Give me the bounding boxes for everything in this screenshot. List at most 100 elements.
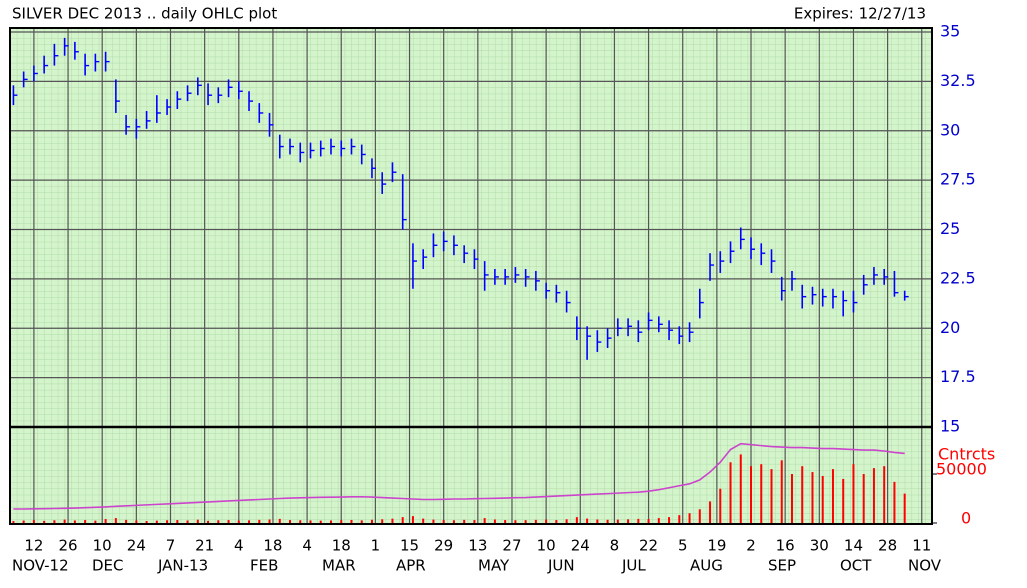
x-tick-label: 27 [502,537,521,555]
x-tick-label: 12 [24,537,43,555]
x-month-label: NOV [908,557,942,575]
volume-bar [627,519,630,523]
volume-bar [770,469,773,523]
open-interest-line [13,442,905,510]
plot-frame [9,27,933,525]
volume-bar [125,519,128,523]
x-month-label: AUG [690,557,723,575]
volume-bar [637,518,640,523]
x-month-label: JUL [621,557,646,575]
volume-bar [248,520,251,523]
chart-subtitle: Expires: 12/27/13 [794,5,926,23]
volume-bar [53,520,56,523]
x-tick-label: 26 [59,537,78,555]
volume-bar [842,478,845,523]
x-tick-label: 29 [434,537,453,555]
volume-bar [104,519,107,523]
volume-bar [135,520,138,523]
volume-bar [411,516,414,523]
x-tick-label: 1 [371,537,381,555]
volume-bar [463,519,466,523]
y-tick-label: 32.5 [940,71,976,90]
x-tick-label: 7 [166,537,176,555]
y-tick-label: 25 [940,219,960,238]
volume-bar [545,519,548,523]
volume-bar [401,517,404,523]
volume-bar [176,520,179,523]
x-tick-label: 2 [746,537,756,555]
x-tick-label: 24 [127,537,146,555]
volume-bar [893,481,896,523]
volume-bar [237,520,240,523]
volume-bar [606,519,609,523]
x-tick-label: 24 [571,537,590,555]
y-tick-label: 50000 [936,460,987,479]
volume-bar [442,520,445,523]
volume-bar [309,520,312,523]
volume-bar [514,520,517,523]
volume-bar [524,520,527,523]
volume-bar [166,520,169,523]
volume-bar [422,518,425,523]
volume-bar [340,520,343,523]
volume-bar [555,520,558,523]
volume-bar [534,519,537,523]
volume-bar [678,515,681,523]
volume-bar [63,519,66,523]
volume-bar [22,520,25,523]
volume-bar [114,518,117,523]
x-tick-label: 10 [93,537,112,555]
volume-bar [483,518,486,523]
x-tick-label: 21 [195,537,214,555]
volume-bar [657,518,660,523]
x-tick-label: 18 [263,537,282,555]
volume-bar [852,464,855,523]
volume-bar [801,466,804,523]
x-month-label: JAN-13 [157,557,208,575]
x-tick-label: 5 [678,537,688,555]
volume-bar [821,475,824,523]
x-tick-label: 22 [639,537,658,555]
volume-bar [432,519,435,523]
volume-bar [750,466,753,523]
y-tick-label: 30 [940,120,960,139]
volume-bar [227,520,230,523]
x-tick-label: 4 [234,537,244,555]
volume-bar [73,520,76,523]
volume-bar [698,509,701,523]
x-tick-label: 28 [878,537,897,555]
volume-bar [155,520,158,523]
x-month-label: DEC [92,557,124,575]
volume-bar [719,488,722,523]
x-tick-label: 19 [707,537,726,555]
volume-bar [196,519,199,523]
volume-bar [493,519,496,523]
x-month-label: MAR [322,557,356,575]
volume-bar [729,462,732,523]
volume-bar [790,474,793,523]
x-tick-label: 16 [776,537,795,555]
volume-bar [616,519,619,523]
volume-bar [862,474,865,523]
volume-bar [709,501,712,523]
volume-bar [278,518,281,523]
chart-title: SILVER DEC 2013 .. daily OHLC plot [12,5,277,23]
volume-bar [575,517,578,523]
plot-background [10,28,932,524]
volume-bar [258,519,261,523]
x-tick-label: 18 [332,537,351,555]
x-tick-label: 14 [844,537,863,555]
volume-bar [565,519,568,523]
volume-bar [688,513,691,523]
x-tick-label: 13 [468,537,487,555]
y-tick-label: 15 [940,417,960,436]
volume-bar [360,520,363,523]
volume-bar [473,520,476,523]
volume-bar [391,518,394,523]
volume-bar [780,460,783,523]
x-tick-label: 8 [610,537,620,555]
volume-bar [84,520,87,523]
volume-bar [381,519,384,523]
volume-bar [145,521,148,523]
